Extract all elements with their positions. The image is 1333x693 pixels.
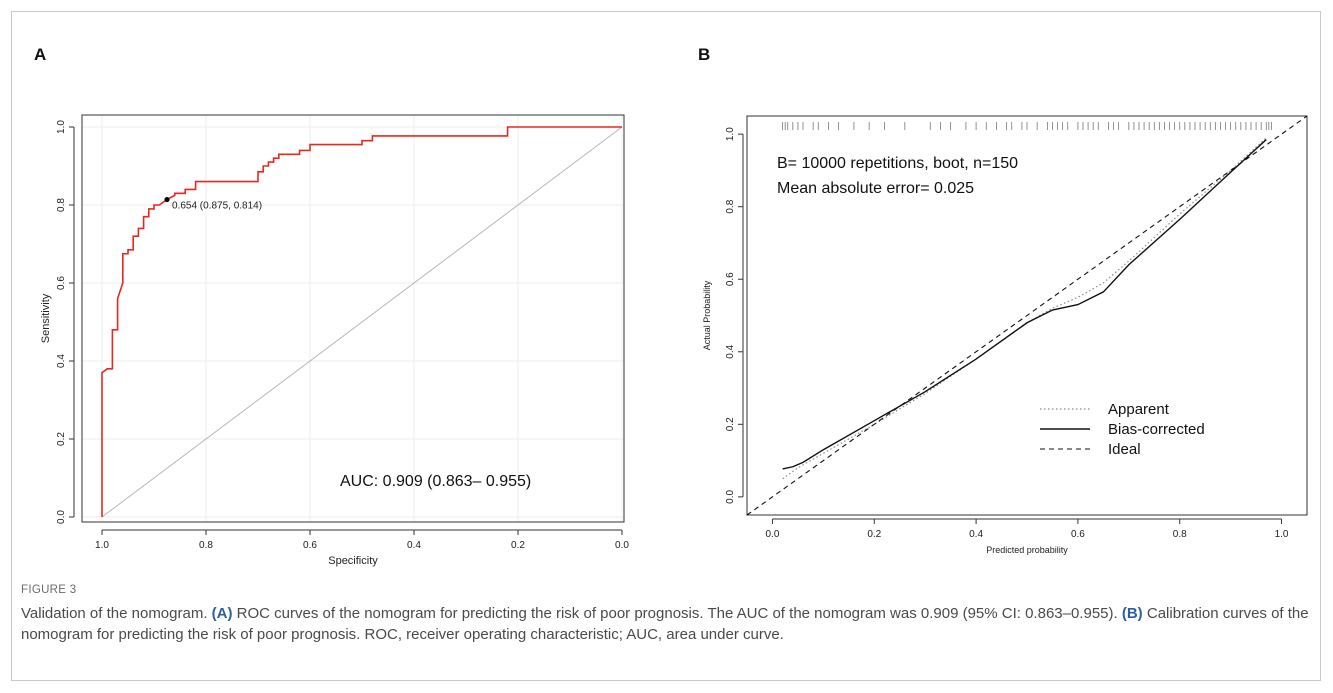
y-tick-label: 0.0 bbox=[725, 489, 736, 503]
y-axis-label: Actual Probability bbox=[702, 280, 712, 350]
reference-diagonal bbox=[101, 126, 623, 518]
mae-annotation: Mean absolute error= 0.025 bbox=[777, 180, 974, 197]
series-line-apparent bbox=[782, 137, 1267, 480]
caption-title: Validation of the nomogram. bbox=[21, 605, 208, 622]
y-tick-label: 0.8 bbox=[725, 199, 736, 213]
y-tick-label: 0.6 bbox=[56, 276, 67, 290]
roc-chart: 1.0 0.8 0.6 0.4 0.2 0.0 Specificity 0.0 0.2 0.4 0.… bbox=[40, 114, 629, 567]
y-tick-label: 0.8 bbox=[56, 198, 67, 212]
x-tick-label: 0.0 bbox=[766, 529, 780, 540]
legend-label: Apparent bbox=[1108, 401, 1170, 418]
y-tick-label: 0.2 bbox=[725, 417, 736, 431]
roc-curve bbox=[101, 126, 622, 517]
caption-b-tag: (B) bbox=[1121, 605, 1143, 622]
x-tick-label: 0.8 bbox=[1173, 529, 1187, 540]
panel-a-label: A bbox=[34, 45, 47, 64]
y-tick-label: 0.2 bbox=[56, 432, 67, 446]
y-axis-label: Sensitivity bbox=[40, 293, 52, 343]
x-tick-label: 0.6 bbox=[1071, 529, 1085, 540]
threshold-label: 0.654 (0.875, 0.814) bbox=[172, 201, 262, 212]
y-tick-label: 1.0 bbox=[725, 127, 736, 141]
series-line-bias-corrected bbox=[782, 139, 1267, 470]
legend-label: Ideal bbox=[1108, 441, 1141, 458]
caption-a-text: ROC curves of the nomogram for predictin… bbox=[236, 605, 1118, 622]
y-tick-label: 0.0 bbox=[56, 510, 67, 524]
caption-label: FIGURE 3 bbox=[21, 584, 77, 596]
boot-annotation: B= 10000 repetitions, boot, n=150 bbox=[777, 155, 1018, 172]
y-tick-label: 1.0 bbox=[56, 120, 67, 134]
legend-label: Bias-corrected bbox=[1108, 421, 1205, 438]
y-tick-label: 0.4 bbox=[56, 354, 67, 368]
plot-box bbox=[81, 114, 625, 523]
x-tick-label: 0.4 bbox=[969, 529, 983, 540]
series-line-ideal bbox=[746, 115, 1308, 516]
plot-box bbox=[746, 115, 1308, 516]
x-axis-label: Specificity bbox=[328, 555, 378, 567]
x-tick-label: 1.0 bbox=[95, 540, 109, 551]
x-tick-label: 0.2 bbox=[867, 529, 881, 540]
figure-caption: Validation of the nomogram. (A) ROC curv… bbox=[21, 603, 1311, 645]
x-axis-label: Predicted probability bbox=[986, 545, 1068, 555]
x-tick-label: 0.8 bbox=[199, 540, 213, 551]
auc-annotation: AUC: 0.909 (0.863– 0.955) bbox=[340, 473, 531, 490]
y-tick-label: 0.6 bbox=[725, 272, 736, 286]
x-tick-label: 1.0 bbox=[1275, 529, 1289, 540]
caption-a-tag: (A) bbox=[211, 605, 233, 622]
panel-b-label: B bbox=[698, 45, 711, 64]
y-tick-label: 0.4 bbox=[725, 344, 736, 358]
caption-b-text: Calibration curves of the nomogram for p… bbox=[21, 605, 1309, 643]
x-tick-label: 0.6 bbox=[303, 540, 317, 551]
x-tick-label: 0.2 bbox=[511, 540, 525, 551]
x-tick-label: 0.0 bbox=[615, 540, 629, 551]
threshold-point bbox=[164, 196, 170, 203]
x-tick-label: 0.4 bbox=[407, 540, 421, 551]
figure-frame bbox=[11, 11, 1321, 681]
